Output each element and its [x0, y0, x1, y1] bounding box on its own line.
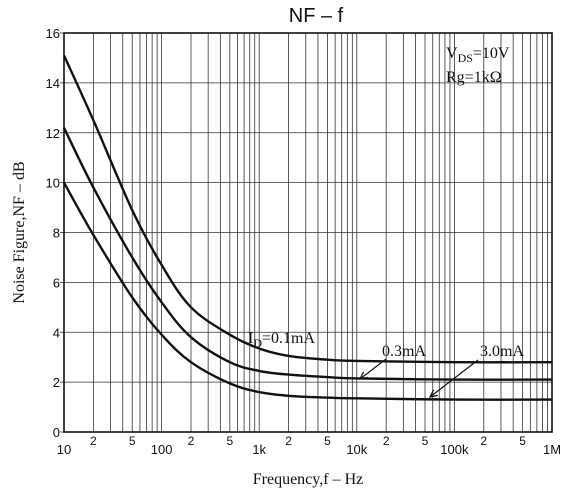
y-tick-label: 10 — [46, 176, 60, 191]
y-tick-label: 16 — [46, 26, 60, 41]
x-minor-tick-label: 5 — [519, 434, 526, 448]
y-tick-label: 8 — [53, 226, 60, 241]
y-tick-label: 0 — [53, 425, 60, 440]
condition-rg: Rg=1kΩ — [446, 69, 502, 86]
x-minor-tick-label: 2 — [188, 434, 195, 448]
x-minor-tick-label: 2 — [383, 434, 390, 448]
series-line-0 — [62, 54, 553, 364]
x-tick-label: 1k — [252, 442, 266, 457]
y-tick-label: 4 — [53, 325, 60, 340]
x-tick-label: 100k — [440, 442, 469, 457]
x-tick-label: 10k — [346, 442, 367, 457]
x-minor-tick-label: 5 — [226, 434, 233, 448]
x-minor-tick-label: 5 — [129, 434, 136, 448]
series-curves — [62, 54, 553, 401]
y-tick-label: 2 — [53, 375, 60, 390]
grid — [60, 32, 553, 433]
x-minor-tick-label: 5 — [422, 434, 429, 448]
y-axis-title: Noise Figure,NF – dB — [11, 161, 28, 303]
tick-labels: 10 100 1k 10k 100k 1M 2 5 2 5 2 5 2 5 2 5 0 2 4 6 8 10 12 14 16 — [46, 26, 562, 457]
x-minor-tick-label: 2 — [90, 434, 97, 448]
x-tick-label: 100 — [151, 442, 173, 457]
chart-title: NF – f — [289, 5, 344, 27]
x-axis-title: Frequency,f – Hz — [253, 471, 363, 488]
x-minor-tick-label: 5 — [324, 434, 331, 448]
series-line-2 — [62, 182, 553, 401]
leader-arrow-3p0ma — [428, 359, 479, 398]
x-minor-tick-label: 2 — [285, 434, 292, 448]
y-tick-label: 6 — [53, 275, 60, 290]
series-label-3p0ma: 3.0mA — [480, 343, 524, 360]
series-label-0p3ma: 0.3mA — [382, 343, 426, 360]
series-label-0p1ma: ID=0.1mA — [248, 330, 315, 350]
x-tick-label: 1M — [543, 442, 561, 457]
y-tick-label: 12 — [46, 126, 60, 141]
test-conditions: VDS=10V Rg=1kΩ — [446, 45, 510, 86]
series-labels: ID=0.1mA 0.3mA 3.0mA — [248, 330, 524, 398]
x-minor-tick-label: 2 — [480, 434, 487, 448]
x-tick-label: 10 — [57, 442, 71, 457]
series-line-1 — [62, 127, 553, 381]
plot-frame — [63, 32, 553, 433]
y-tick-label: 14 — [46, 76, 60, 91]
leader-arrow-0p3ma — [358, 358, 387, 380]
condition-vds: VDS=10V — [446, 45, 510, 65]
